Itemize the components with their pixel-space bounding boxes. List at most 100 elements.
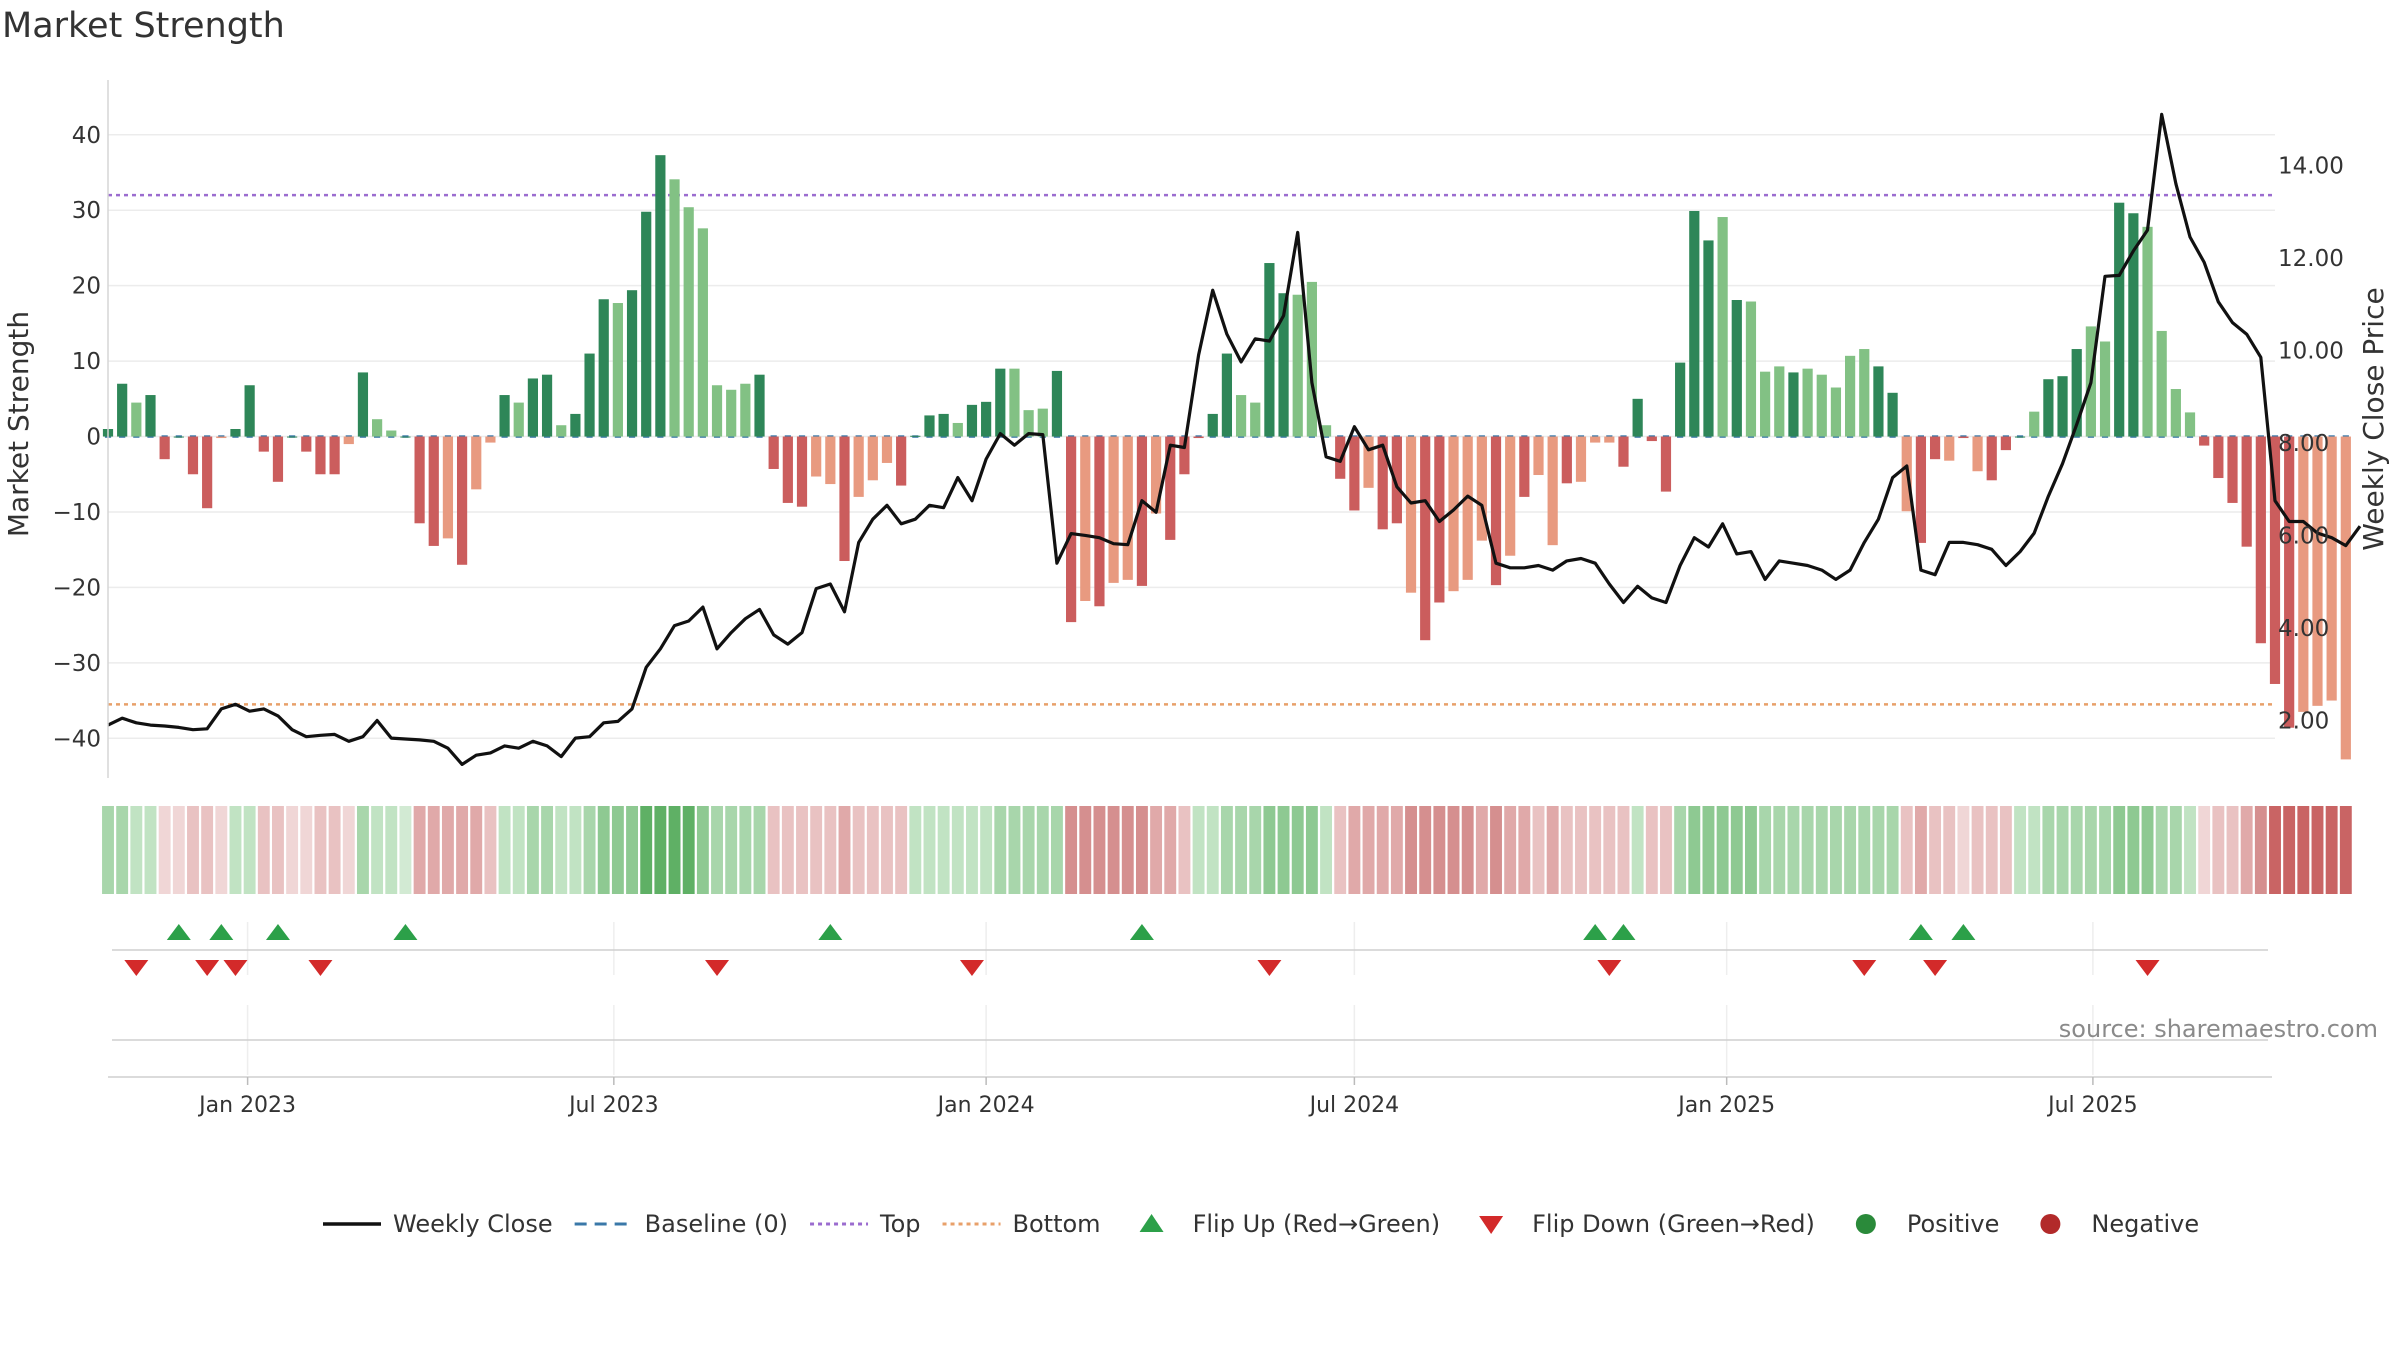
y-left-tick-label: −40 <box>52 726 101 752</box>
state-strip-cell <box>2113 806 2126 894</box>
state-strip-cell <box>1716 806 1729 894</box>
state-strip-cell <box>2311 806 2324 894</box>
strength-bar <box>2142 226 2153 437</box>
gridlines <box>108 134 2275 1075</box>
state-strip-cell <box>427 806 440 894</box>
state-strip-cell <box>201 806 214 894</box>
strength-bar <box>1929 436 1941 460</box>
strength-bar <box>598 299 609 437</box>
strength-bar <box>1519 436 1530 497</box>
flip-up-marker <box>1611 924 1636 940</box>
state-strip-cell <box>1320 806 1333 894</box>
state-strip-cell <box>909 806 922 894</box>
strength-bar <box>1788 372 1799 437</box>
strength-bar <box>2170 389 2181 437</box>
strength-bar <box>1575 436 1587 482</box>
strength-bar <box>626 290 638 437</box>
strength-bar <box>924 415 935 437</box>
flip-up-marker <box>1951 924 1976 940</box>
strength-bar <box>2099 341 2111 437</box>
flip-down-marker <box>1923 960 1948 976</box>
strength-bar <box>1703 240 1714 437</box>
strength-bar <box>711 385 723 437</box>
strength-bar <box>1533 436 1544 476</box>
strength-bar <box>1292 294 1303 437</box>
state-strip-cell <box>881 806 893 894</box>
state-strip-cell <box>1858 806 1871 894</box>
state-strip-cell <box>328 806 341 894</box>
state-strip-cell <box>1447 806 1460 894</box>
strength-bar <box>343 436 354 445</box>
strength-bar <box>1136 436 1148 586</box>
state-strip-cell <box>470 806 483 894</box>
legend-label: Negative <box>2091 1210 2199 1238</box>
strength-bar <box>811 436 822 477</box>
strength-bar <box>1363 436 1374 488</box>
flip-up-marker <box>1583 924 1608 940</box>
strength-bar <box>471 436 482 490</box>
strength-bar <box>1689 210 1700 437</box>
strength-bar <box>173 436 184 438</box>
state-strip-cell <box>1390 806 1403 894</box>
state-strip-cell <box>1589 806 1602 894</box>
strength-bar <box>527 378 539 437</box>
state-strip-cell <box>2184 806 2196 894</box>
flip-down-marker <box>1597 960 1622 976</box>
strength-bar <box>683 207 694 437</box>
flip-up-marker <box>166 924 191 940</box>
state-strip-cell <box>1631 806 1644 894</box>
strength-bars <box>102 155 2351 760</box>
strength-bar <box>1080 436 1091 601</box>
state-strip-cell <box>796 806 808 894</box>
state-strip-cell <box>555 806 568 894</box>
legend-item: Top <box>810 1210 921 1238</box>
axes: 40 30 20 10 0 −10 −20 −30 −40 14.00 12.00 10.00 8.00… <box>2 80 2390 1118</box>
state-strip-cell <box>1249 806 1262 894</box>
state-strip-cell <box>1376 806 1389 894</box>
y-left-tick-label: 20 <box>72 274 101 300</box>
strength-bar <box>2340 436 2351 760</box>
strength-bar <box>1745 301 1757 437</box>
y-right-tick-label: 2.00 <box>2278 708 2329 734</box>
state-strip-cell <box>512 806 525 894</box>
strength-bar <box>1066 436 1077 623</box>
state-strip-cell <box>569 806 582 894</box>
chart-title: Market Strength <box>2 6 285 46</box>
strength-bar <box>287 436 298 438</box>
y-left-axis-label: Market Strength <box>2 311 35 537</box>
strength-bar <box>655 155 666 437</box>
x-tick-label: Jan 2024 <box>936 1093 1035 1118</box>
strength-bar <box>1717 217 1728 437</box>
state-strip-cell <box>2028 806 2041 894</box>
state-strip-cell <box>1433 806 1446 894</box>
x-tick-label: Jul 2025 <box>2046 1093 2138 1118</box>
strength-bar <box>1391 436 1402 524</box>
strength-bar <box>329 436 340 475</box>
x-tick-label: Jan 2025 <box>1676 1093 1775 1118</box>
strength-bar <box>2184 412 2196 437</box>
state-strip-cell <box>1674 806 1687 894</box>
strength-bar <box>1051 370 1063 437</box>
legend-item: Bottom <box>942 1210 1101 1238</box>
strength-bar <box>1221 353 1233 437</box>
strength-bar <box>952 422 963 437</box>
state-strip-cell <box>1985 806 1998 894</box>
strength-bar <box>2071 349 2082 437</box>
strength-bar <box>1887 392 1898 437</box>
strength-bar <box>2029 411 2040 437</box>
state-strip-cell <box>682 806 695 894</box>
state-strip-cell <box>654 806 667 894</box>
strength-bar <box>1590 436 1601 443</box>
state-strip-cell <box>1518 806 1531 894</box>
strength-bar <box>1760 371 1771 437</box>
state-strip-cell <box>2212 806 2225 894</box>
state-strip-cell <box>824 806 837 894</box>
state-strip-cell <box>1121 806 1134 894</box>
legend-item: Positive <box>1855 1210 1999 1238</box>
strength-bar <box>541 374 553 437</box>
strength-bar <box>1476 436 1487 541</box>
state-strip-cell <box>2099 806 2111 894</box>
strength-bar <box>641 211 652 437</box>
y-left-tick-label: 30 <box>72 198 101 224</box>
state-strip-cell <box>852 806 865 894</box>
